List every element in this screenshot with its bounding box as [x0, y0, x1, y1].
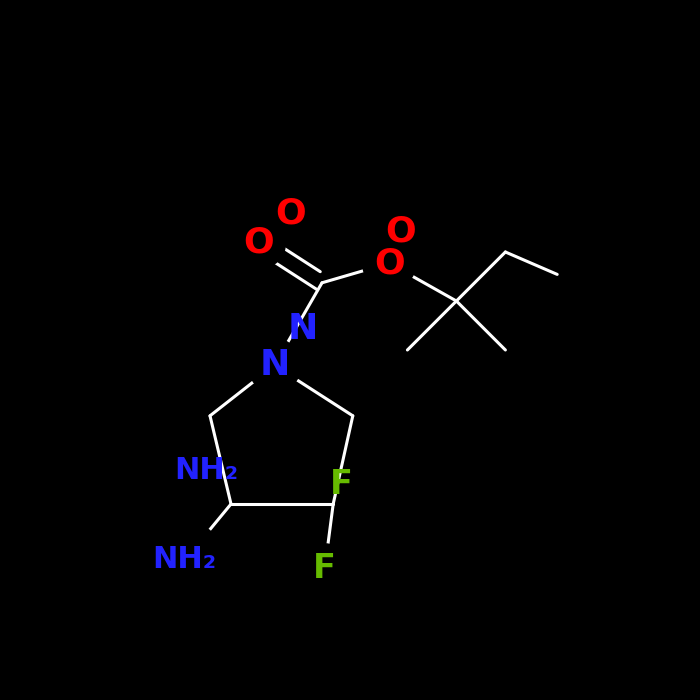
Text: O: O [244, 225, 274, 259]
Circle shape [248, 339, 301, 392]
Circle shape [146, 522, 223, 598]
Text: NH₂: NH₂ [153, 545, 217, 575]
Circle shape [232, 216, 286, 269]
Text: N: N [287, 312, 318, 346]
Text: O: O [385, 214, 416, 248]
Circle shape [363, 237, 416, 290]
Text: F: F [330, 468, 352, 501]
Circle shape [300, 544, 349, 593]
Text: O: O [275, 197, 306, 230]
Text: NH₂: NH₂ [174, 456, 239, 485]
Text: F: F [314, 552, 336, 585]
Text: N: N [259, 349, 290, 382]
Text: O: O [374, 246, 405, 280]
